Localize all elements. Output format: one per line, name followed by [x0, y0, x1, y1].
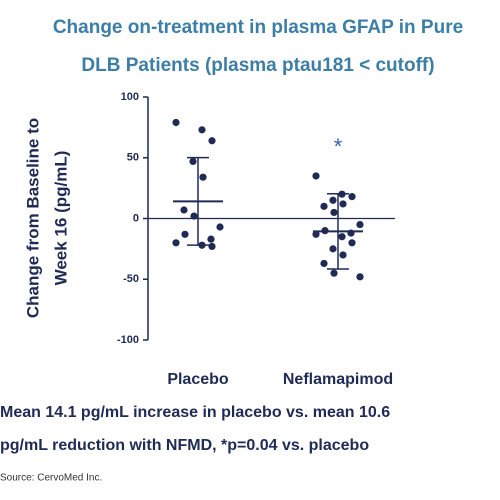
x-tick-label: Placebo — [167, 371, 229, 388]
data-point — [339, 200, 347, 208]
data-point — [329, 245, 337, 253]
data-point — [208, 242, 216, 251]
data-point — [190, 212, 198, 220]
data-point — [208, 137, 216, 145]
footnote: Mean 14.1 pg/mL increase in placebo vs. … — [0, 404, 390, 421]
data-point — [339, 251, 347, 259]
source: Source: CervoMed Inc. — [0, 473, 102, 484]
footnote: pg/mL reduction with NFMD, *p=0.04 vs. p… — [0, 437, 369, 454]
y-axis-label: Change from Baseline to — [23, 118, 42, 318]
data-point — [207, 235, 215, 243]
y-tick-label: 0 — [133, 212, 139, 224]
data-point — [356, 273, 364, 281]
data-point — [172, 239, 180, 247]
y-tick-label: 100 — [121, 91, 139, 103]
data-point — [321, 227, 329, 235]
data-point — [347, 229, 355, 237]
data-point — [338, 190, 346, 198]
data-point — [199, 173, 207, 181]
y-axis-label: Week 16 (pg/mL) — [51, 151, 70, 286]
data-point — [330, 208, 338, 217]
data-point — [320, 259, 328, 268]
data-point — [330, 269, 338, 277]
chart-title: DLB Patients (plasma ptau181 < cutoff) — [81, 55, 434, 76]
data-point — [329, 196, 337, 204]
data-point — [320, 202, 328, 210]
data-point — [348, 193, 356, 201]
x-tick-label: Neflamapimod — [283, 371, 393, 388]
data-point — [356, 220, 364, 229]
data-point — [198, 126, 206, 134]
data-point — [198, 241, 206, 249]
data-point — [338, 233, 346, 241]
data-point — [181, 230, 189, 238]
chart-title: Change on-treatment in plasma GFAP in Pu… — [53, 17, 463, 38]
data-point — [180, 206, 188, 214]
data-point — [312, 230, 320, 238]
data-point — [216, 223, 224, 231]
annotation: * — [334, 134, 343, 159]
data-point — [312, 172, 320, 180]
data-point — [172, 118, 180, 127]
y-tick-label: 50 — [127, 152, 139, 164]
data-point — [189, 157, 197, 165]
y-tick-label: -50 — [123, 273, 139, 285]
data-point — [348, 239, 356, 247]
y-tick-label: -100 — [117, 334, 139, 346]
